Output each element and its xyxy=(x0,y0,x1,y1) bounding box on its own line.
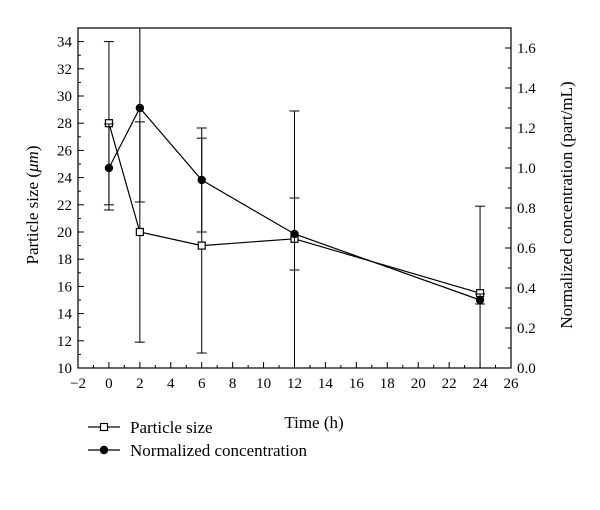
series xyxy=(103,27,486,369)
y-left-axis-label-end: ) xyxy=(23,146,42,152)
x-tick-label: 22 xyxy=(442,376,457,392)
y-left-tick-label: 22 xyxy=(57,198,72,214)
y-right-tick-label: 1.4 xyxy=(517,81,536,97)
data-point-particle-size xyxy=(197,241,206,250)
y-right-tick-label: 1.0 xyxy=(517,161,536,177)
legend-marker-particle-size xyxy=(99,422,109,432)
data-point-normalized-concentration xyxy=(290,229,299,239)
legend-item-particle-size: Particle size xyxy=(88,418,213,437)
x-tick-label: 4 xyxy=(167,376,175,392)
legend: Particle size Normalized concentration xyxy=(88,418,308,460)
y-left-tick-label: 20 xyxy=(57,225,72,241)
y-right-axis-ticks: 0.0 0.2 0.4 0.6 0.8 1.0 1.2 1.4 1.6 xyxy=(505,27,536,377)
y-left-tick-label: 32 xyxy=(57,62,72,78)
y-left-tick-label: 24 xyxy=(57,171,73,187)
y-left-axis-label-text: Particle size ( xyxy=(23,172,42,265)
legend-marker-normalized-concentration xyxy=(99,445,109,455)
x-tick-label: 16 xyxy=(349,376,365,392)
y-left-axis-label-unit: μm xyxy=(23,151,42,173)
x-tick-label: 0 xyxy=(105,376,113,392)
x-tick-label: −2 xyxy=(70,376,86,392)
y-left-axis-label: Particle size (μm) xyxy=(23,146,42,265)
x-tick-label: 14 xyxy=(318,376,334,392)
y-left-tick-label: 26 xyxy=(57,143,73,159)
y-left-tick-label: 34 xyxy=(57,35,73,51)
x-tick-label: 18 xyxy=(380,376,395,392)
legend-label-particle-size: Particle size xyxy=(130,418,213,437)
y-right-tick-label: 0.8 xyxy=(517,201,536,217)
data-point-normalized-concentration xyxy=(475,295,485,305)
x-axis-label: Time (h) xyxy=(284,413,343,432)
x-tick-label: 10 xyxy=(256,376,271,392)
y-left-tick-label: 18 xyxy=(57,252,72,268)
data-point-normalized-concentration xyxy=(197,175,206,185)
x-tick-label: 2 xyxy=(136,376,144,392)
y-right-tick-label: 0.4 xyxy=(517,281,536,297)
x-tick-label: 12 xyxy=(287,376,302,392)
data-point-normalized-concentration xyxy=(135,103,145,113)
y-right-tick-label: 0.0 xyxy=(517,361,536,377)
x-tick-label: 24 xyxy=(473,376,489,392)
x-axis-ticks: −2 0 2 4 6 8 10 12 14 16 18 20 22 24 26 xyxy=(70,362,519,392)
x-tick-label: 26 xyxy=(504,376,520,392)
y-left-tick-label: 28 xyxy=(57,116,72,132)
legend-label-normalized-concentration: Normalized concentration xyxy=(130,441,308,460)
y-left-tick-label: 14 xyxy=(57,307,73,323)
y-left-tick-label: 10 xyxy=(57,361,72,377)
legend-item-normalized-concentration: Normalized concentration xyxy=(88,441,308,460)
y-right-tick-label: 1.6 xyxy=(517,41,536,57)
y-left-axis-ticks: 10 12 14 16 18 20 22 24 26 28 30 32 34 xyxy=(57,35,84,377)
data-point-particle-size xyxy=(135,227,144,237)
x-tick-label: 20 xyxy=(411,376,426,392)
y-right-tick-label: 1.2 xyxy=(517,121,536,137)
x-tick-label: 8 xyxy=(229,376,237,392)
data-point-normalized-concentration xyxy=(104,163,114,173)
y-left-tick-label: 16 xyxy=(57,279,73,295)
x-tick-label: 6 xyxy=(198,376,206,392)
y-left-tick-label: 30 xyxy=(57,89,72,105)
y-right-axis-label: Normalized concentration (part/mL) xyxy=(557,81,576,328)
y-right-tick-label: 0.6 xyxy=(517,241,536,257)
y-right-tick-label: 0.2 xyxy=(517,321,536,337)
series-normalized-concentration xyxy=(103,27,486,305)
y-left-tick-label: 12 xyxy=(57,334,72,350)
